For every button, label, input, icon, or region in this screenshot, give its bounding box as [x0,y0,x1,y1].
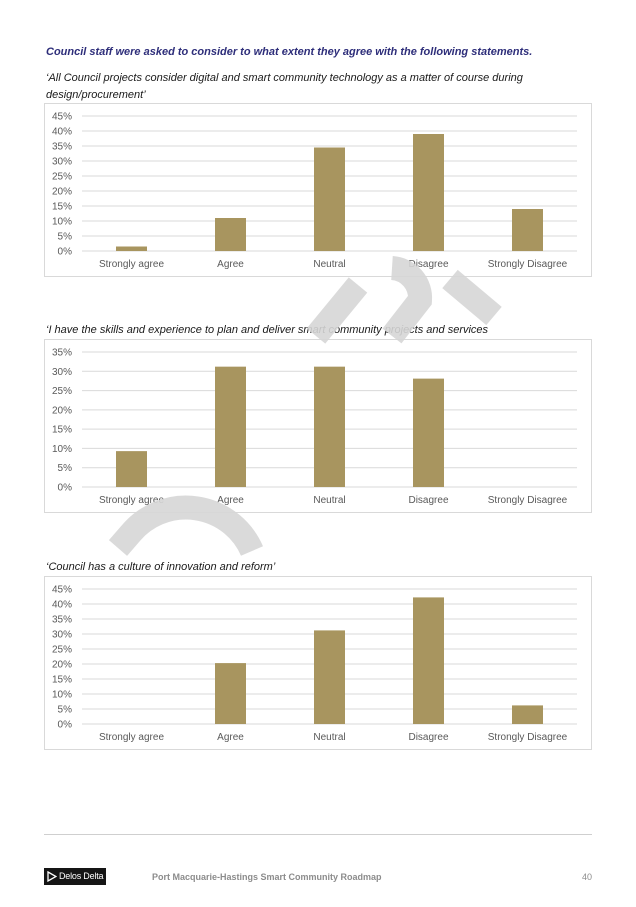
chart-1-svg: 0% 5% 10% 15% 20% 25% 30% 35% 40% 45% Strongly agr… [52,112,577,270]
y-tick-label: 35% [52,615,72,626]
chart-3: 0% 5% 10% 15% 20% 25% 30% 35% 40% 45% Strongly agr… [44,576,592,750]
x-tick-label: Disagree [408,259,448,270]
x-tick-label: Agree [217,259,244,270]
y-tick-label: 5% [58,705,73,716]
y-tick-label: 40% [52,600,72,611]
y-tick-label: 30% [52,157,72,168]
chart-3-svg: 0% 5% 10% 15% 20% 25% 30% 35% 40% 45% Strongly agr… [52,585,577,743]
bar [314,366,345,487]
intro-heading: Council staff were asked to consider to … [46,46,533,58]
y-tick-label: 40% [52,127,72,138]
x-tick-label: Agree [217,495,244,506]
chart-1: 0% 5% 10% 15% 20% 25% 30% 35% 40% 45% Strongly agr… [44,103,592,277]
y-tick-label: 25% [52,386,72,397]
x-tick-label: Strongly agree [99,732,164,743]
y-tick-label: 10% [52,217,72,228]
y-tick-label: 15% [52,675,72,686]
bar [413,134,444,251]
y-tick-label: 20% [52,660,72,671]
bar [116,451,147,487]
bar [512,209,543,251]
x-tick-label: Neutral [313,732,345,743]
y-tick-label: 15% [52,425,72,436]
bar [215,663,246,724]
y-tick-label: 0% [58,720,73,731]
bar [215,218,246,251]
y-tick-label: 10% [52,690,72,701]
y-tick-label: 25% [52,645,72,656]
x-tick-label: Strongly agree [99,495,164,506]
delos-delta-logo: Delos Delta [44,868,106,885]
y-tick-label: 0% [58,483,73,494]
x-tick-label: Disagree [408,495,448,506]
watermark-stroke-a [442,269,502,326]
chart-2-statement: ‘I have the skills and experience to pla… [46,324,489,336]
y-tick-label: 30% [52,367,72,378]
y-tick-label: 5% [58,463,73,474]
bar [413,378,444,487]
bar [116,246,147,251]
bar [215,366,246,487]
chart-3-statement: ‘Council has a culture of innovation and… [46,561,276,573]
x-tick-label: Strongly agree [99,259,164,270]
x-tick-label: Neutral [313,259,345,270]
y-tick-label: 10% [52,444,72,455]
bar [314,630,345,724]
footer-title: Port Macquarie-Hastings Smart Community … [152,872,382,882]
y-tick-label: 20% [52,405,72,416]
chart-1-statement: ‘All Council projects consider digital a… [46,72,523,101]
page-number: 40 [581,872,592,882]
y-tick-label: 25% [52,172,72,183]
chart-2-svg: 0% 5% 10% 15% 20% 25% 30% 35% Strongly agree Agre… [52,348,577,506]
bar [512,705,543,724]
x-tick-label: Strongly Disagree [488,259,568,270]
x-tick-label: Agree [217,732,244,743]
y-tick-label: 5% [58,232,73,243]
x-tick-label: Disagree [408,732,448,743]
y-tick-label: 35% [52,348,72,359]
y-tick-label: 20% [52,187,72,198]
watermark-stroke-d [108,495,264,557]
y-tick-label: 45% [52,112,72,123]
x-tick-label: Strongly Disagree [488,495,568,506]
y-tick-label: 35% [52,142,72,153]
x-tick-label: Neutral [313,495,345,506]
y-tick-label: 0% [58,247,73,258]
x-tick-label: Strongly Disagree [488,732,568,743]
delta-logo-icon [47,871,57,882]
footer-rule [44,834,592,835]
y-tick-label: 45% [52,585,72,596]
chart-2: 0% 5% 10% 15% 20% 25% 30% 35% Strongly agree Agre… [44,339,592,513]
bar [413,597,444,724]
y-tick-label: 15% [52,202,72,213]
bar [314,147,345,251]
y-tick-label: 30% [52,630,72,641]
logo-text: Delos Delta [59,871,104,881]
